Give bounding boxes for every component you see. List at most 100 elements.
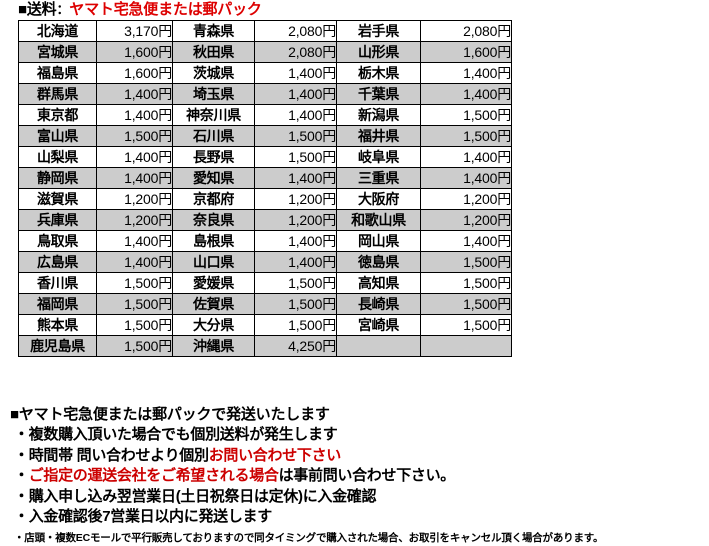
fee-cell: 1,400円 [420, 146, 512, 168]
heading-colon: ： [56, 2, 70, 17]
table-row: 宮城県 1,600円 秋田県 2,080円 山形県 1,600円 [18, 41, 512, 63]
table-row: 福岡県 1,500円 佐賀県 1,500円 長崎県 1,500円 [18, 293, 512, 315]
table-row: 熊本県 1,500円 大分県 1,500円 宮崎県 1,500円 [18, 314, 512, 336]
fee-cell: 1,200円 [420, 209, 512, 231]
prefecture-cell: 徳島県 [336, 251, 421, 273]
note-text-emphasis: ご指定の運送会社をご希望される場合 [28, 467, 279, 484]
prefecture-cell: 福井県 [336, 125, 421, 147]
note-line: ・入金確認後7営業日以内に発送します [10, 507, 709, 528]
fee-cell [420, 335, 512, 357]
note-text: 入金確認後7営業日以内に発送します [28, 508, 273, 525]
shipping-notes: ■ヤマト宅急便または郵パックで発送いたします ・複数購入頂いた場合でも個別送料が… [10, 404, 709, 546]
prefecture-cell: 山口県 [172, 251, 255, 273]
note-bullet-icon: ・ [14, 508, 29, 525]
table-row: 広島県 1,400円 山口県 1,400円 徳島県 1,500円 [18, 251, 512, 273]
fee-cell: 1,400円 [420, 167, 512, 189]
prefecture-cell: 北海道 [18, 20, 97, 42]
fee-cell: 1,500円 [420, 251, 512, 273]
shipping-fee-table: 北海道 3,170円 青森県 2,080円 岩手県 2,080円 宮城県 1,600円 秋田県 2… [18, 20, 512, 357]
table-row: 山梨県 1,400円 長野県 1,500円 岐阜県 1,400円 [18, 146, 512, 168]
fee-cell: 1,200円 [420, 188, 512, 210]
notes-heading-bullet-icon: ■ [10, 406, 19, 423]
fee-cell: 4,250円 [254, 335, 337, 357]
prefecture-cell: 長崎県 [336, 293, 421, 315]
prefecture-cell: 秋田県 [172, 41, 255, 63]
fee-cell: 1,500円 [96, 335, 173, 357]
note-bullet-icon: ・ [14, 467, 29, 484]
prefecture-cell: 千葉県 [336, 83, 421, 105]
prefecture-cell: 静岡県 [18, 167, 97, 189]
prefecture-cell: 茨城県 [172, 62, 255, 84]
fee-cell: 1,500円 [420, 272, 512, 294]
table-row: 福島県 1,600円 茨城県 1,400円 栃木県 1,400円 [18, 62, 512, 84]
prefecture-cell: 香川県 [18, 272, 97, 294]
prefecture-cell: 奈良県 [172, 209, 255, 231]
fee-cell: 1,400円 [96, 83, 173, 105]
fee-cell: 1,400円 [96, 167, 173, 189]
prefecture-cell: 青森県 [172, 20, 255, 42]
fee-cell: 1,500円 [96, 314, 173, 336]
fee-cell: 1,500円 [420, 293, 512, 315]
fee-cell: 2,080円 [254, 41, 337, 63]
prefecture-cell: 石川県 [172, 125, 255, 147]
fee-cell: 1,200円 [96, 209, 173, 231]
fee-cell: 1,500円 [420, 125, 512, 147]
fee-cell: 1,500円 [254, 146, 337, 168]
fee-cell: 1,600円 [420, 41, 512, 63]
note-text: 購入申し込み翌営業日(土日祝祭日は定休)に入金確認 [28, 487, 377, 505]
prefecture-cell: 熊本県 [18, 314, 97, 336]
prefecture-cell: 岐阜県 [336, 146, 421, 168]
prefecture-cell: 宮崎県 [336, 314, 421, 336]
prefecture-cell: 三重県 [336, 167, 421, 189]
prefecture-cell: 山梨県 [18, 146, 97, 168]
fee-cell: 1,500円 [254, 314, 337, 336]
fee-cell: 1,500円 [420, 104, 512, 126]
prefecture-cell: 和歌山県 [336, 209, 421, 231]
note-line: ・ご指定の運送会社をご希望される場合は事前問い合わせ下さい。 [10, 466, 709, 487]
fee-cell: 2,080円 [420, 20, 512, 42]
fee-cell: 1,400円 [420, 230, 512, 252]
heading-label: 送料 [26, 1, 57, 18]
shipping-heading: ■送料：ヤマト宅急便または郵パック [18, 1, 262, 19]
heading-bullet-icon: ■ [18, 1, 27, 18]
prefecture-cell: 大阪府 [336, 188, 421, 210]
note-text-tail: は事前問い合わせ下さい。 [278, 467, 456, 484]
fee-cell: 1,400円 [96, 230, 173, 252]
fee-cell: 1,600円 [96, 62, 173, 84]
note-text: 時間帯 問い合わせより個別 [28, 446, 209, 464]
prefecture-cell: 神奈川県 [172, 104, 255, 126]
table-row: 静岡県 1,400円 愛知県 1,400円 三重県 1,400円 [18, 167, 512, 189]
table-row: 滋賀県 1,200円 京都府 1,200円 大阪府 1,200円 [18, 188, 512, 210]
prefecture-cell: 高知県 [336, 272, 421, 294]
table-row: 東京都 1,400円 神奈川県 1,400円 新潟県 1,500円 [18, 104, 512, 126]
prefecture-cell: 佐賀県 [172, 293, 255, 315]
fee-cell: 1,400円 [420, 83, 512, 105]
fee-cell: 1,400円 [96, 146, 173, 168]
prefecture-cell: 宮城県 [18, 41, 97, 63]
table-row: 香川県 1,500円 愛媛県 1,500円 高知県 1,500円 [18, 272, 512, 294]
fee-cell: 1,500円 [96, 293, 173, 315]
prefecture-cell: 長野県 [172, 146, 255, 168]
fee-cell: 1,400円 [96, 251, 173, 273]
note-text-emphasis: お問い合わせ下さい [208, 446, 342, 464]
prefecture-cell: 山形県 [336, 41, 421, 63]
fee-cell: 1,400円 [254, 83, 337, 105]
fee-cell: 1,200円 [254, 188, 337, 210]
heading-carrier-name: ヤマト宅急便または郵パック [69, 1, 262, 18]
fee-cell: 1,400円 [96, 104, 173, 126]
fee-cell: 1,500円 [254, 293, 337, 315]
prefecture-cell: 群馬県 [18, 83, 97, 105]
prefecture-cell: 大分県 [172, 314, 255, 336]
shipping-fee-table-container: 北海道 3,170円 青森県 2,080円 岩手県 2,080円 宮城県 1,600円 秋田県 2… [18, 20, 512, 357]
note-bullet-icon: ・ [14, 487, 29, 505]
prefecture-cell: 滋賀県 [18, 188, 97, 210]
notes-heading: ■ヤマト宅急便または郵パックで発送いたします [10, 404, 709, 425]
prefecture-cell: 沖縄県 [172, 335, 255, 357]
fee-cell: 3,170円 [96, 20, 173, 42]
fee-cell: 1,600円 [96, 41, 173, 63]
prefecture-cell: 愛媛県 [172, 272, 255, 294]
table-row: 富山県 1,500円 石川県 1,500円 福井県 1,500円 [18, 125, 512, 147]
fee-cell: 1,400円 [254, 167, 337, 189]
fee-cell: 1,400円 [254, 230, 337, 252]
fee-cell: 1,500円 [254, 125, 337, 147]
